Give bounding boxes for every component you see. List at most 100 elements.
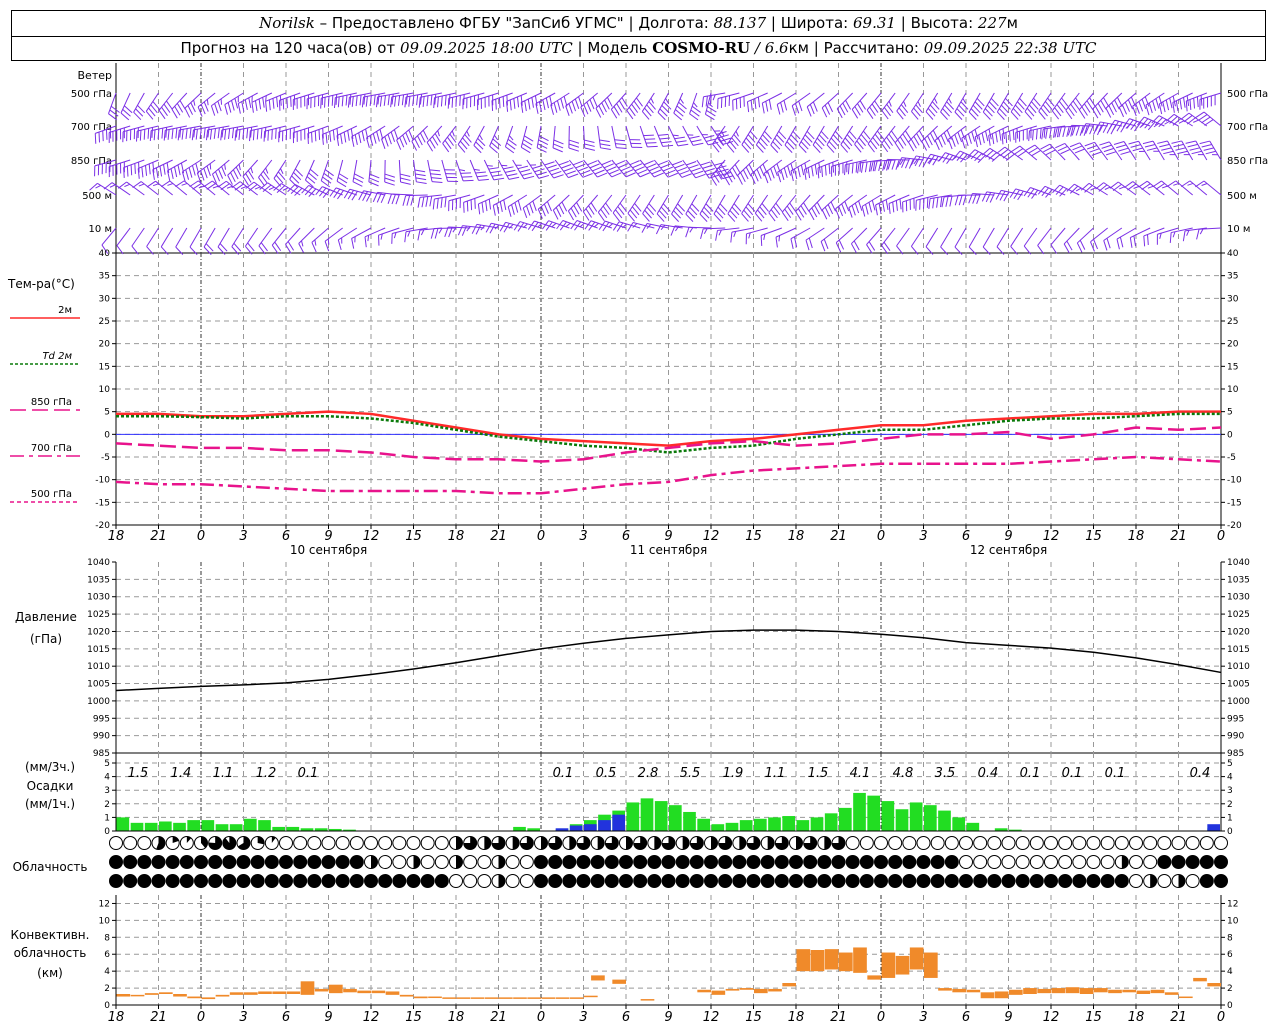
- barb-flag: [1000, 104, 1009, 114]
- x-tick-label-bottom: 12: [1043, 1010, 1060, 1024]
- conv-bar: [938, 988, 952, 991]
- wind-barb: [626, 92, 643, 120]
- barb-flag: [203, 127, 206, 139]
- barb-flag: [621, 97, 628, 107]
- barb-flag: [1127, 183, 1137, 191]
- y-tick-label-right: 1020: [1227, 627, 1250, 637]
- barb-flag: [517, 222, 525, 232]
- wind-barb: [550, 92, 570, 115]
- cloud-symbol: [321, 836, 336, 850]
- barb-flag: [948, 98, 952, 104]
- wind-barb: [444, 226, 471, 238]
- barb-flag: [466, 201, 469, 212]
- barb-flag: [797, 166, 801, 178]
- cloud-fill: [647, 855, 661, 869]
- wind-barb: [1038, 92, 1055, 120]
- barb-flag: [521, 146, 531, 154]
- barb-flag: [1132, 106, 1137, 117]
- barb-shaft: [473, 125, 485, 146]
- conv-bar: [116, 994, 131, 997]
- barb-flag: [466, 130, 470, 137]
- barb-flag: [940, 111, 948, 120]
- cloud-symbol: [1001, 836, 1016, 850]
- conv-bar: [711, 990, 726, 995]
- cloud-symbol: [151, 855, 166, 869]
- barb-flag: [568, 139, 580, 144]
- barb-flag: [915, 104, 923, 114]
- barb-flag: [1024, 111, 1033, 120]
- barb-flag: [827, 102, 834, 113]
- conv-bar: [980, 992, 995, 999]
- barb-flag: [1133, 185, 1140, 189]
- barb-flag: [868, 161, 872, 172]
- cloud-fill: [832, 874, 845, 888]
- barb-flag: [597, 212, 605, 222]
- barb-flag: [601, 160, 612, 166]
- barb-flag: [241, 101, 245, 112]
- wind-barb: [520, 125, 534, 154]
- barb-flag: [161, 106, 168, 117]
- cloud-symbol: [902, 836, 917, 850]
- barb-flag: [290, 96, 292, 107]
- barb-shaft: [1038, 92, 1052, 112]
- barb-flag: [163, 103, 171, 113]
- barb-flag: [1140, 118, 1149, 127]
- cloud-circle: [420, 855, 435, 869]
- barb-flag: [763, 234, 766, 240]
- cloud-fill: [208, 855, 222, 869]
- wind-barb: [336, 159, 349, 188]
- cloud-symbol: [675, 855, 690, 869]
- barb-flag: [407, 230, 411, 237]
- barb-shaft: [1146, 180, 1165, 196]
- barb-shaft: [116, 227, 131, 246]
- barb-shaft: [131, 227, 145, 247]
- barb-flag: [379, 129, 384, 140]
- cloud-symbol: [505, 874, 520, 888]
- barb-flag: [706, 110, 716, 117]
- barb-flag: [594, 169, 605, 175]
- wind-barb: [1156, 227, 1179, 245]
- barb-flag: [282, 99, 285, 110]
- barb-shaft: [1024, 92, 1038, 112]
- barb-flag: [1148, 102, 1153, 114]
- cloud-fill: [704, 874, 718, 888]
- y-tick-label-left: 15: [99, 362, 110, 372]
- barb-flag: [861, 206, 866, 217]
- barb-shaft: [741, 194, 754, 214]
- barb-flag: [700, 228, 704, 240]
- barb-flag: [563, 167, 574, 172]
- barb-flag: [749, 130, 758, 140]
- barb-shaft: [653, 125, 664, 147]
- barb-flag: [282, 187, 289, 191]
- barb-flag: [800, 141, 809, 150]
- barb-flag: [805, 240, 810, 251]
- barb-flag: [177, 164, 181, 176]
- barb-flag: [206, 165, 211, 176]
- barb-flag: [1095, 182, 1104, 190]
- barb-flag: [631, 103, 639, 113]
- barb-shaft: [1189, 180, 1208, 196]
- barb-flag: [612, 212, 620, 222]
- barb-flag: [333, 97, 336, 109]
- cloud-fill: [534, 874, 548, 888]
- barb-flag: [426, 142, 434, 152]
- cloud-fill: [350, 874, 364, 888]
- conv-bar: [584, 995, 598, 998]
- wind-barb: [770, 125, 787, 153]
- barb-flag: [636, 97, 643, 107]
- barb-flag: [429, 169, 441, 172]
- barb-flag: [558, 160, 569, 166]
- barb-flag: [537, 143, 548, 149]
- barb-flag: [341, 95, 344, 107]
- wind-barb: [320, 92, 343, 109]
- barb-flag: [859, 100, 866, 110]
- barb-flag: [415, 177, 427, 181]
- cloud-symbol: [307, 855, 322, 869]
- barb-flag: [506, 101, 509, 112]
- cloud-symbol: [689, 836, 704, 850]
- wind-barb: [821, 92, 839, 118]
- barb-flag: [672, 134, 679, 137]
- y-tick-label-right: 2: [1227, 800, 1233, 810]
- barb-flag: [1003, 191, 1010, 202]
- wind-barb: [1099, 141, 1123, 161]
